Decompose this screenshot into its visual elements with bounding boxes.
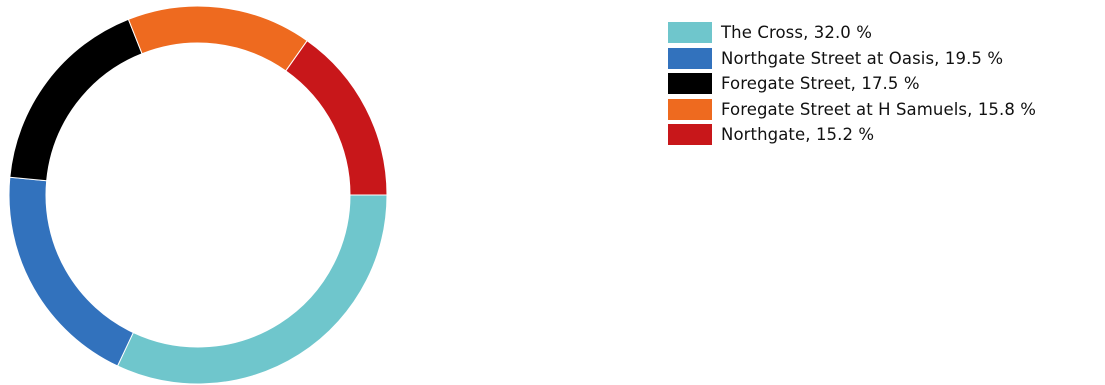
donut-chart xyxy=(8,5,388,385)
legend-swatch xyxy=(668,124,712,146)
legend-label: Foregate Street, 17.5 % xyxy=(721,74,920,94)
legend-swatch xyxy=(668,98,712,120)
donut-slice-5 xyxy=(285,40,388,196)
donut-slice-2 xyxy=(8,176,134,367)
legend-swatch xyxy=(668,73,712,95)
legend-swatch xyxy=(668,22,712,44)
legend-label: Northgate, 15.2 % xyxy=(721,125,875,145)
donut-slice-3 xyxy=(9,18,143,182)
legend-label: Foregate Street at H Samuels, 15.8 % xyxy=(721,99,1037,119)
donut-slice-1 xyxy=(116,194,388,385)
legend-swatch xyxy=(668,47,712,69)
legend-label: The Cross, 32.0 % xyxy=(721,23,873,43)
legend-item-4: Foregate Street at H Samuels, 15.8 % xyxy=(668,97,1105,123)
legend-label: Northgate Street at Oasis, 19.5 % xyxy=(721,48,1004,68)
donut-slice-4 xyxy=(127,5,308,72)
legend-item-2: Northgate Street at Oasis, 19.5 % xyxy=(668,46,1105,72)
legend-item-3: Foregate Street, 17.5 % xyxy=(668,71,1105,97)
legend-item-1: The Cross, 32.0 % xyxy=(668,20,1105,46)
legend-item-5: Northgate, 15.2 % xyxy=(668,122,1105,148)
chart-legend: The Cross, 32.0 % Northgate Street at Oas… xyxy=(668,20,1105,148)
